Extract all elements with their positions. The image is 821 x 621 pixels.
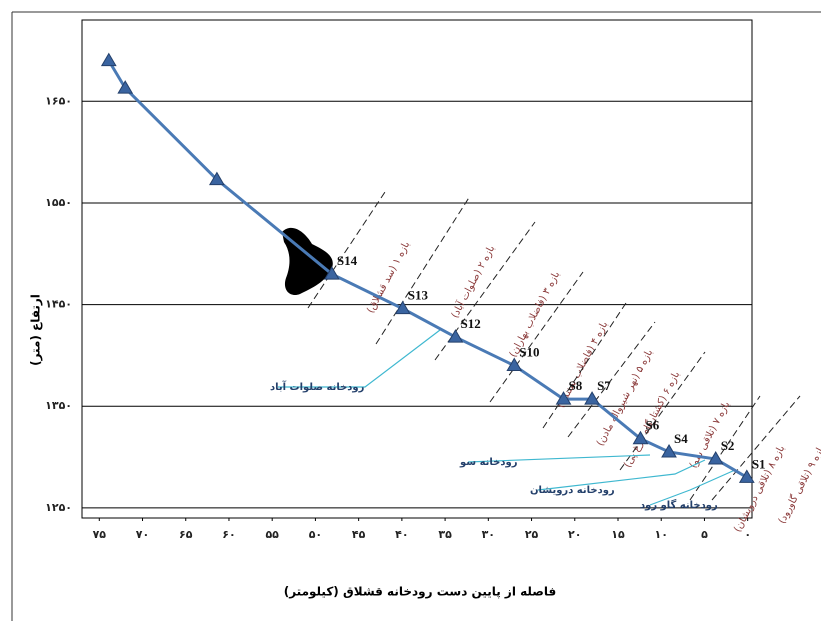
river-label: رودخانه سو xyxy=(459,457,518,468)
y-tick-label: ۱۳۵۰ xyxy=(45,399,72,412)
point-label: S2 xyxy=(721,438,735,453)
x-tick-label: ۰ xyxy=(744,528,751,541)
river-leader xyxy=(278,329,441,388)
river-label: رودخانه گاو رود xyxy=(640,498,718,511)
marker xyxy=(555,391,572,405)
reach-divider xyxy=(375,195,471,345)
x-tick-label: ۳۵ xyxy=(438,528,452,541)
x-tick-label: ۶۰ xyxy=(222,528,235,541)
x-tick-label: ۳۰ xyxy=(482,528,495,541)
reach-divider xyxy=(307,191,386,309)
marker xyxy=(738,469,755,483)
marker xyxy=(632,430,649,445)
x-tick-label: ۶۵ xyxy=(179,528,193,541)
x-tick-label: ۷۵ xyxy=(93,528,107,541)
reach-label: بازه ۲ (صلوات آباد) xyxy=(448,243,497,320)
plot-frame xyxy=(81,19,753,519)
marker xyxy=(100,52,117,67)
marker xyxy=(208,171,225,186)
y-tick-label: ۱۶۵۰ xyxy=(45,94,72,107)
reach-label: بازه ۱ (سد قشلاق) xyxy=(365,240,412,316)
reach-divider xyxy=(567,321,656,438)
marker xyxy=(584,391,600,405)
y-tick-label: ۱۴۵۰ xyxy=(45,298,72,311)
y-axis-label: ارتفاع (متر) xyxy=(29,294,43,366)
x-axis-label: فاصله از پایین دست رودخانه قشلاق (کیلومت… xyxy=(284,585,557,600)
x-tick-label: ۲۵ xyxy=(525,528,539,541)
marker xyxy=(394,300,411,315)
river-label: رودخانه درویشان xyxy=(530,485,615,496)
y-tick-label: ۱۵۵۰ xyxy=(45,196,72,209)
x-tick-label: ۱۵ xyxy=(611,528,625,541)
y-tick-label: ۱۲۵۰ xyxy=(45,501,72,514)
marker xyxy=(661,443,677,458)
marker xyxy=(506,357,523,372)
reach-divider xyxy=(542,299,629,429)
marker xyxy=(707,451,724,465)
point-label: S6 xyxy=(645,418,659,433)
marker xyxy=(117,80,134,94)
reach-divider xyxy=(619,351,706,471)
point-label: S14 xyxy=(337,253,358,268)
river-leader xyxy=(537,459,706,491)
point-label: S4 xyxy=(674,431,688,446)
x-tick-label: ۲۰ xyxy=(568,528,581,541)
point-label: S7 xyxy=(597,378,611,393)
x-tick-label: ۴۵ xyxy=(352,528,366,541)
reach-divider xyxy=(689,395,761,501)
x-tick-label: ۵۵ xyxy=(265,528,279,541)
point-label: S8 xyxy=(569,378,583,393)
point-label: S12 xyxy=(460,316,480,331)
x-tick-label: ۴۰ xyxy=(395,528,408,541)
marker xyxy=(323,266,340,280)
x-tick-label: ۷۰ xyxy=(136,528,149,541)
point-label: S10 xyxy=(519,345,539,360)
point-label: S13 xyxy=(408,288,429,303)
reach-divider xyxy=(711,395,801,501)
reach-divider xyxy=(489,271,584,403)
marker xyxy=(447,329,464,343)
point-label: S1 xyxy=(752,456,766,471)
x-tick-label: ۵۰ xyxy=(309,528,322,541)
river-leader xyxy=(467,454,651,463)
x-tick-label: ۱۰ xyxy=(655,528,668,541)
river-leader xyxy=(649,469,736,506)
x-tick-label: ۵ xyxy=(701,528,708,541)
river-label: رودخانه صلوات آباد xyxy=(270,380,365,393)
